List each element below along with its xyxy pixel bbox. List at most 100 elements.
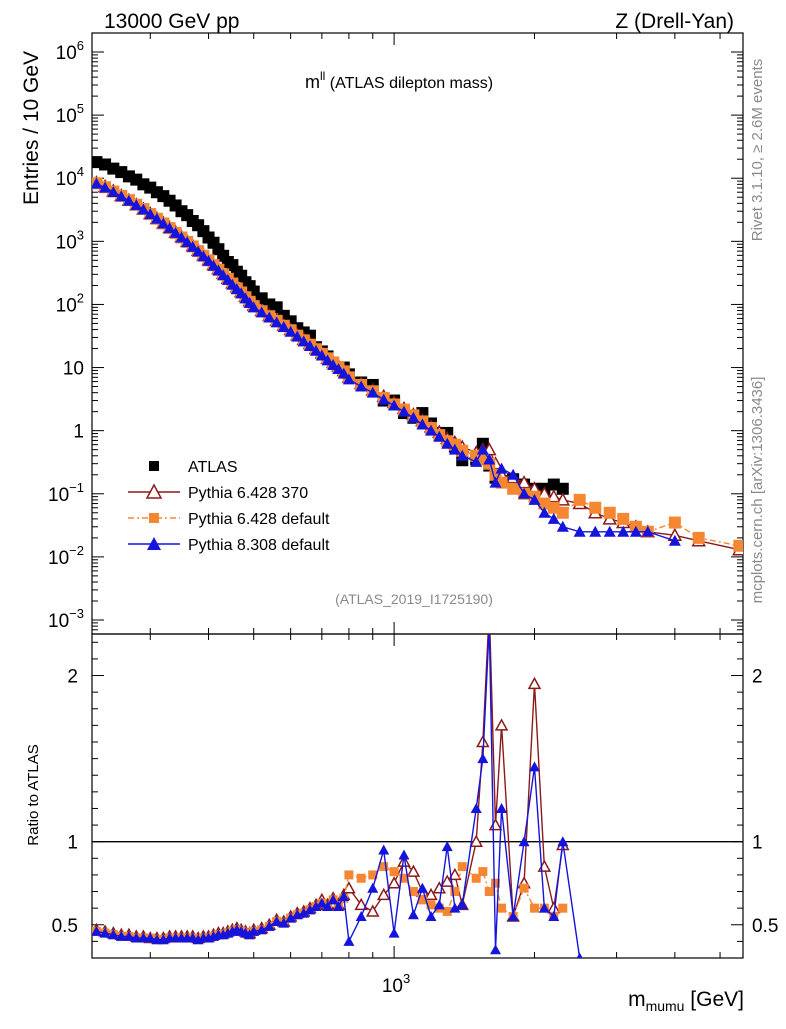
data-point (516, 475, 532, 489)
data-point (99, 181, 112, 193)
plot-title-sup: ll (320, 69, 325, 83)
data-point (92, 177, 103, 189)
data-point (197, 250, 210, 262)
data-point (387, 876, 401, 889)
data-point (576, 952, 583, 958)
legend-item: Pythia 8.308 default (128, 537, 330, 554)
data-point (367, 882, 379, 893)
data-point (270, 316, 283, 328)
analysis-label: (ATLAS_2019_I1725190) (335, 591, 493, 607)
ratio-y-tick-label: 2 (752, 667, 763, 688)
data-point (368, 870, 378, 880)
data-point (629, 525, 642, 537)
data-point (547, 501, 560, 514)
data-point (494, 718, 509, 731)
data-point (617, 525, 630, 537)
plot-title-rest: (ATLAS dilepton mass) (325, 75, 493, 92)
x-tick-base: 10 (382, 976, 403, 997)
data-point (342, 881, 356, 894)
legend-item: Pythia 6.428 370 (128, 483, 308, 502)
data-point (556, 520, 569, 532)
legend-item: ATLAS (149, 459, 238, 476)
legend-label: Pythia 8.308 default (188, 537, 330, 554)
data-point (144, 932, 156, 943)
series-atlas (92, 156, 569, 495)
data-point (507, 468, 520, 480)
y-tick-label: 103 (56, 227, 84, 253)
legend-label: ATLAS (188, 459, 238, 476)
data-point (157, 217, 170, 229)
legend-item: Pythia 6.428 default (128, 511, 330, 528)
data-point (440, 874, 455, 887)
ratio-y-axis-label: Ratio to ATLAS (25, 744, 42, 845)
data-point (471, 873, 481, 883)
data-point (456, 449, 469, 461)
data-point (507, 910, 519, 921)
data-point (546, 489, 562, 503)
data-point (145, 483, 163, 499)
data-point (322, 900, 334, 911)
x-tick-label: 103 (382, 971, 410, 997)
data-point (92, 156, 103, 169)
data-point (321, 354, 334, 366)
data-point (316, 897, 328, 908)
data-point (399, 873, 409, 883)
data-point (366, 386, 379, 398)
data-point (379, 862, 389, 872)
data-point (470, 802, 482, 813)
data-point (298, 907, 310, 918)
x-axis-label-unit: [GeV] (684, 988, 744, 1011)
y-tick-label: 104 (56, 164, 84, 190)
mcplots-label: mcplots.cern.ch [arXiv:1306.3436] (749, 377, 766, 604)
data-point (149, 513, 159, 523)
data-point (495, 462, 508, 474)
data-point (407, 909, 419, 920)
rivet-label: Rivet 3.1.10, ≥ 2.6M events (749, 59, 766, 242)
data-point (573, 493, 586, 506)
data-point (248, 925, 260, 936)
data-point (107, 929, 119, 940)
data-point (107, 185, 120, 197)
data-point (175, 231, 188, 243)
data-point (470, 455, 483, 467)
data-point (641, 525, 654, 537)
data-point (617, 512, 630, 525)
plot-title: mll (ATLAS dilepton mass) (305, 69, 493, 92)
data-point (278, 917, 290, 928)
data-point (668, 534, 681, 546)
data-point (338, 891, 350, 902)
data-point (528, 761, 540, 772)
data-point (425, 910, 437, 921)
data-point (424, 887, 438, 901)
data-point (426, 900, 436, 910)
data-point (315, 349, 328, 361)
data-point (448, 867, 462, 881)
plot-title-symbol: m (305, 72, 320, 92)
data-point (169, 226, 182, 238)
y-tick-label: 10−3 (48, 606, 84, 632)
data-point (217, 249, 230, 262)
data-point (398, 849, 410, 860)
data-point (425, 424, 438, 436)
data-point (255, 306, 268, 318)
data-point (123, 930, 135, 941)
ratio-y-tick-label: 1 (67, 833, 78, 854)
ratio-y-tick-label: 2 (67, 667, 78, 688)
data-point (547, 478, 560, 491)
data-point (450, 887, 460, 897)
data-point (332, 362, 345, 374)
x-axis-label-main: m (628, 988, 646, 1011)
data-point (457, 862, 467, 872)
data-point (448, 443, 461, 455)
header-left: 13000 GeV pp (104, 10, 239, 33)
data-point (449, 902, 461, 913)
data-point (397, 405, 410, 417)
y-tick-label: 105 (56, 101, 84, 127)
data-point (344, 870, 354, 880)
data-point (355, 380, 368, 392)
data-point (406, 864, 421, 877)
data-point (603, 525, 616, 537)
data-point (115, 190, 128, 202)
data-point (456, 899, 468, 910)
